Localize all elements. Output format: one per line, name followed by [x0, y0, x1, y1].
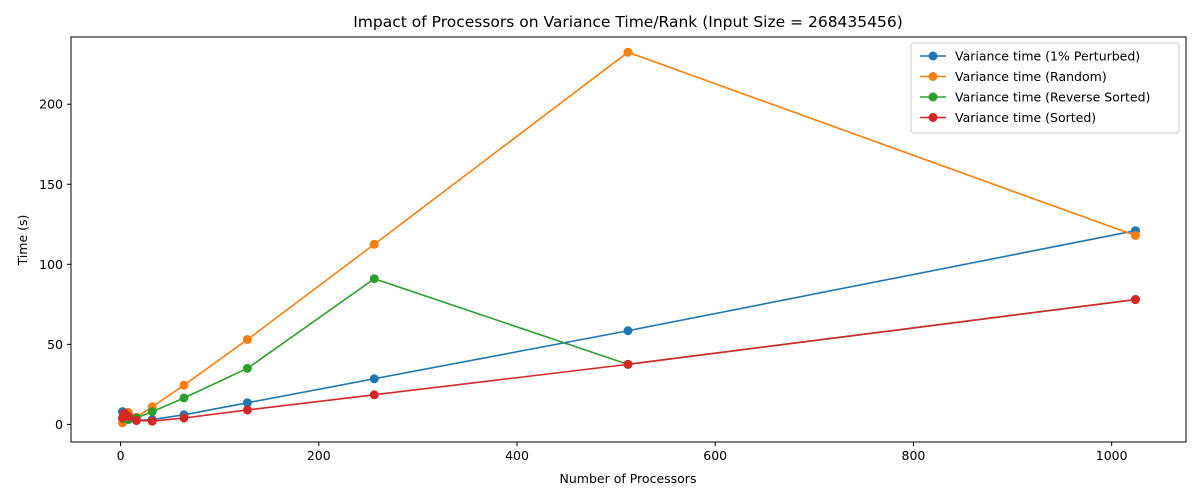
- series-0: [118, 226, 1140, 425]
- chart-title: Impact of Processors on Variance Time/Ra…: [353, 13, 903, 31]
- series-3: [118, 295, 1140, 426]
- data-point: [179, 413, 189, 423]
- y-tick-label: 100: [39, 257, 63, 272]
- data-point: [242, 398, 252, 408]
- legend-item: Variance time (Reverse Sorted): [920, 90, 1150, 105]
- x-tick-label: 200: [307, 448, 331, 463]
- legend-label: Variance time (Reverse Sorted): [955, 90, 1150, 105]
- data-point: [147, 416, 157, 426]
- data-point: [242, 405, 252, 415]
- data-point: [131, 415, 141, 425]
- data-point: [1130, 295, 1140, 305]
- data-point: [123, 411, 133, 421]
- legend-label: Variance time (Sorted): [955, 110, 1096, 125]
- y-tick-label: 0: [55, 417, 63, 432]
- legend-marker: [928, 113, 938, 122]
- y-tick-label: 200: [39, 97, 63, 112]
- data-point: [369, 390, 379, 400]
- legend-item: Variance time (Random): [920, 69, 1107, 84]
- x-tick-label: 0: [117, 448, 125, 463]
- y-tick-label: 150: [39, 177, 63, 192]
- legend-label: Variance time (Random): [955, 69, 1107, 84]
- legend-box: [910, 42, 1180, 134]
- y-axis-label: Time (s): [15, 215, 30, 267]
- axes-layer: 0 200 400 600 800 1000 0 50 100 150 200: [39, 97, 1127, 463]
- data-point: [1130, 230, 1140, 240]
- data-point: [179, 393, 189, 403]
- series-layer: [118, 47, 1140, 428]
- x-tick-label: 400: [505, 448, 529, 463]
- data-point: [242, 363, 252, 373]
- data-point: [179, 380, 189, 390]
- x-axis-label: Number of Processors: [560, 471, 697, 486]
- data-point: [369, 274, 379, 284]
- series-2: [118, 274, 1140, 425]
- data-point: [147, 407, 157, 417]
- x-tick-label: 600: [703, 448, 727, 463]
- series-line: [121, 229, 1136, 422]
- data-point: [623, 47, 633, 57]
- legend-item: Variance time (Sorted): [920, 110, 1096, 125]
- y-tick-label: 50: [47, 337, 63, 352]
- legend: Variance time (1% Perturbed) Variance tim…: [910, 42, 1180, 134]
- data-point: [369, 374, 379, 384]
- x-tick-label: 1000: [1096, 448, 1128, 463]
- x-tick-label: 800: [902, 448, 926, 463]
- legend-marker: [928, 51, 938, 61]
- plot-frame: [70, 36, 1187, 443]
- data-point: [623, 359, 633, 369]
- legend-label: Variance time (1% Perturbed): [955, 49, 1140, 64]
- data-point: [623, 326, 633, 336]
- legend-marker: [928, 92, 938, 102]
- legend-marker: [928, 72, 938, 81]
- legend-item: Variance time (1% Perturbed): [920, 49, 1140, 64]
- data-point: [369, 239, 379, 249]
- data-point: [242, 335, 252, 345]
